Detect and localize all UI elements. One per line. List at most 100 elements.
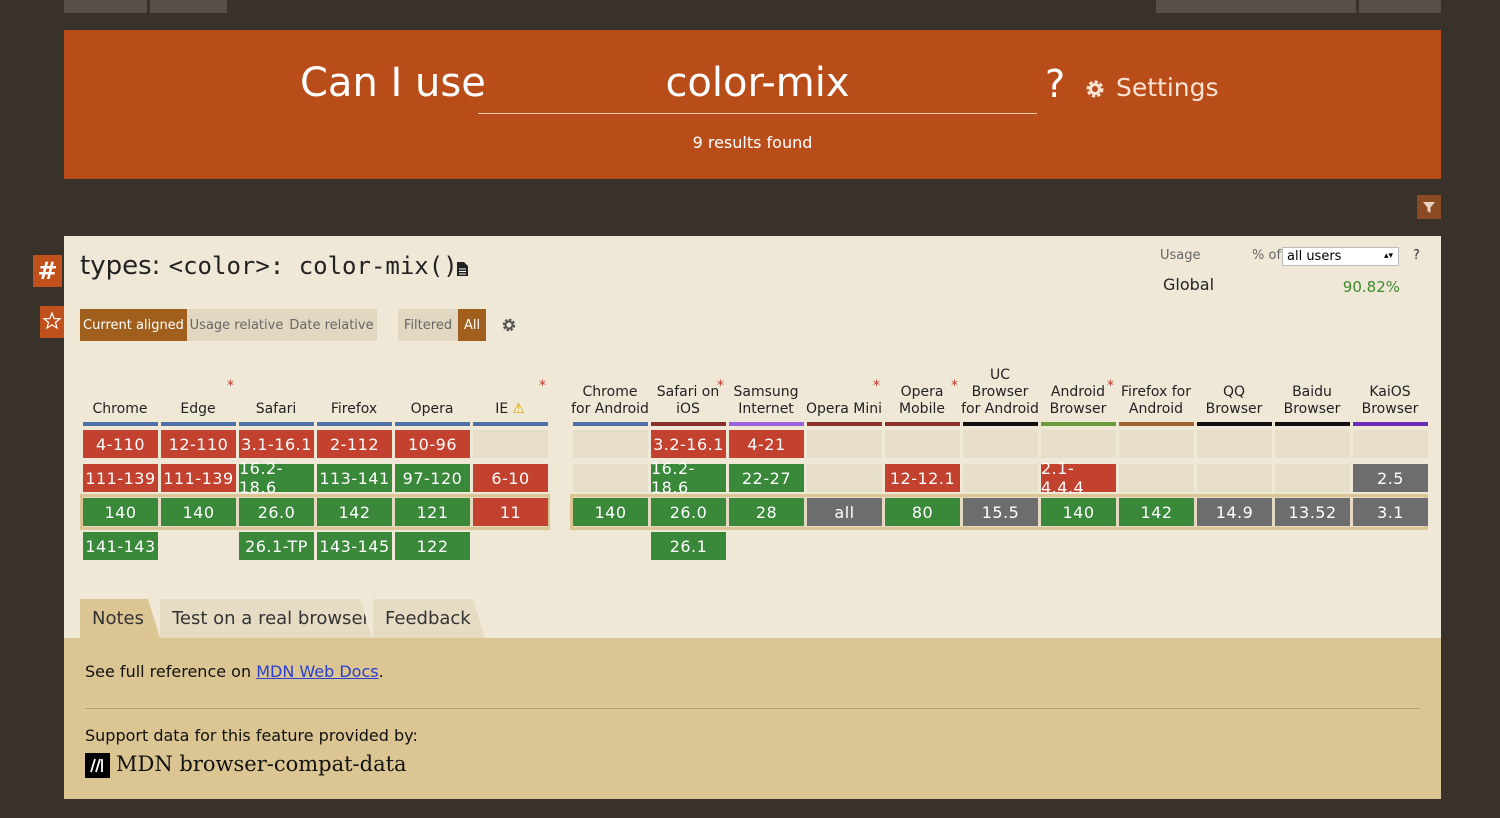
browser-header: Firefox xyxy=(315,340,393,418)
support-cell[interactable]: 97-120 xyxy=(395,464,470,492)
note-marker: * xyxy=(951,378,958,394)
empty-cell xyxy=(573,430,648,458)
tab[interactable]: Notes xyxy=(80,599,160,638)
support-cell[interactable]: 143-145 xyxy=(317,532,392,560)
support-cell[interactable]: 15.5 xyxy=(963,498,1038,526)
support-cell[interactable]: 26.0 xyxy=(651,498,726,526)
browser-bar xyxy=(885,422,960,426)
browser-name: Opera Mobile xyxy=(899,384,945,417)
support-cell[interactable]: 122 xyxy=(395,532,470,560)
empty-cell xyxy=(473,430,548,458)
empty-cell xyxy=(1119,430,1194,458)
browser-bar xyxy=(651,422,726,426)
filter-tab[interactable]: All xyxy=(458,309,486,341)
options-icon[interactable] xyxy=(502,318,516,332)
empty-cell xyxy=(885,430,960,458)
support-cell[interactable]: 14.9 xyxy=(1197,498,1272,526)
settings[interactable]: Settings xyxy=(1116,73,1219,102)
support-cell[interactable]: 16.2-18.6 xyxy=(239,459,314,497)
support-cell[interactable]: 11 xyxy=(473,498,548,526)
browser-header: Android Browser xyxy=(1039,340,1117,418)
region: Global xyxy=(1163,275,1215,294)
empty-cell xyxy=(807,430,882,458)
tab[interactable]: Feedback xyxy=(373,599,485,638)
mdn-link[interactable]: MDN Web Docs xyxy=(256,662,379,681)
support-cell[interactable]: 4-110 xyxy=(83,430,158,458)
support-cell[interactable]: 140 xyxy=(573,498,648,526)
browser-bar xyxy=(1353,422,1428,426)
tab[interactable]: Test on a real browser xyxy=(160,599,372,638)
browser-name: Safari on iOS xyxy=(656,384,720,417)
support-cell[interactable]: 2-112 xyxy=(317,430,392,458)
filter-button[interactable] xyxy=(1417,195,1441,219)
support-cell[interactable]: 111-139 xyxy=(83,464,158,492)
support-cell[interactable]: 28 xyxy=(729,498,804,526)
note-marker: * xyxy=(539,378,546,394)
top-tab[interactable] xyxy=(1156,0,1356,13)
results-count: 9 results found xyxy=(692,133,813,152)
browser-header: Chrome for Android xyxy=(571,340,649,418)
support-cell[interactable]: 12-110 xyxy=(161,430,236,458)
support-cell[interactable]: all xyxy=(807,498,882,526)
support-cell[interactable]: 3.1-16.1 xyxy=(239,430,314,458)
filter-tab[interactable]: Filtered xyxy=(398,309,458,341)
view-tab[interactable]: Date relative xyxy=(286,309,377,341)
notes-prefix: See full reference on xyxy=(85,662,257,681)
support-cell[interactable]: 80 xyxy=(885,498,960,526)
browser-bar xyxy=(239,422,314,426)
support-cell[interactable]: 141-143 xyxy=(83,532,158,560)
browser-name: KaiOS Browser xyxy=(1361,384,1419,417)
help[interactable]: ? xyxy=(1045,62,1066,106)
browser-name: UC Browser for Android xyxy=(961,367,1039,417)
view-tab[interactable]: Current aligned xyxy=(80,309,187,341)
doc-icon[interactable] xyxy=(456,261,469,277)
support-cell[interactable]: 3.2-16.1 xyxy=(651,430,726,458)
support-cell[interactable]: 113-141 xyxy=(317,464,392,492)
support-cell[interactable]: 140 xyxy=(1041,498,1116,526)
empty-cell xyxy=(1197,430,1272,458)
notes-panel xyxy=(64,638,1441,799)
support-cell[interactable]: 142 xyxy=(1119,498,1194,526)
browser-bar xyxy=(83,422,158,426)
select-value: all users xyxy=(1287,249,1342,264)
settings-icon[interactable] xyxy=(1085,79,1105,99)
mdn-logo xyxy=(85,753,110,778)
support-cell[interactable]: 4-21 xyxy=(729,430,804,458)
star-button[interactable] xyxy=(40,306,64,338)
usage-select[interactable]: all users ▴▾ xyxy=(1282,247,1399,266)
support-cell[interactable]: 16.2-18.6 xyxy=(651,459,726,497)
search-input[interactable]: color-mix xyxy=(478,60,1037,114)
anchor-link[interactable]: # xyxy=(33,255,62,287)
note-marker: * xyxy=(873,378,880,394)
support-cell[interactable]: 111-139 xyxy=(161,464,236,492)
support-cell[interactable]: 121 xyxy=(395,498,470,526)
support-cell[interactable]: 142 xyxy=(317,498,392,526)
browser-name: QQ Browser xyxy=(1205,384,1263,417)
browser-name: Safari xyxy=(255,401,297,417)
top-tab[interactable] xyxy=(1359,0,1441,13)
support-cell[interactable]: 26.1 xyxy=(651,532,726,560)
support-cell[interactable]: 26.0 xyxy=(239,498,314,526)
usage-help[interactable]: ? xyxy=(1413,248,1420,263)
support-cell[interactable]: 2.1-4.4.4 xyxy=(1041,459,1116,497)
support-cell[interactable]: 26.1-TP xyxy=(239,532,314,560)
support-cell[interactable]: 6-10 xyxy=(473,464,548,492)
browser-bar xyxy=(317,422,392,426)
feature-prefix: types: xyxy=(80,251,161,281)
mdn-source[interactable]: MDN browser-compat-data xyxy=(116,752,407,776)
support-cell[interactable]: 140 xyxy=(161,498,236,526)
top-tab[interactable] xyxy=(64,0,147,13)
view-tab[interactable]: Usage relative xyxy=(187,309,286,341)
browser-header: Chrome xyxy=(81,340,159,418)
percent-of: % of xyxy=(1252,248,1282,263)
support-cell[interactable]: 3.1 xyxy=(1353,498,1428,526)
top-tab[interactable] xyxy=(150,0,227,13)
support-cell[interactable]: 13.52 xyxy=(1275,498,1350,526)
support-cell[interactable]: 12-12.1 xyxy=(885,464,960,492)
empty-cell xyxy=(963,430,1038,458)
support-cell[interactable]: 2.5 xyxy=(1353,464,1428,492)
support-cell[interactable]: 22-27 xyxy=(729,464,804,492)
support-cell[interactable]: 10-96 xyxy=(395,430,470,458)
browser-bar xyxy=(1275,422,1350,426)
support-cell[interactable]: 140 xyxy=(83,498,158,526)
